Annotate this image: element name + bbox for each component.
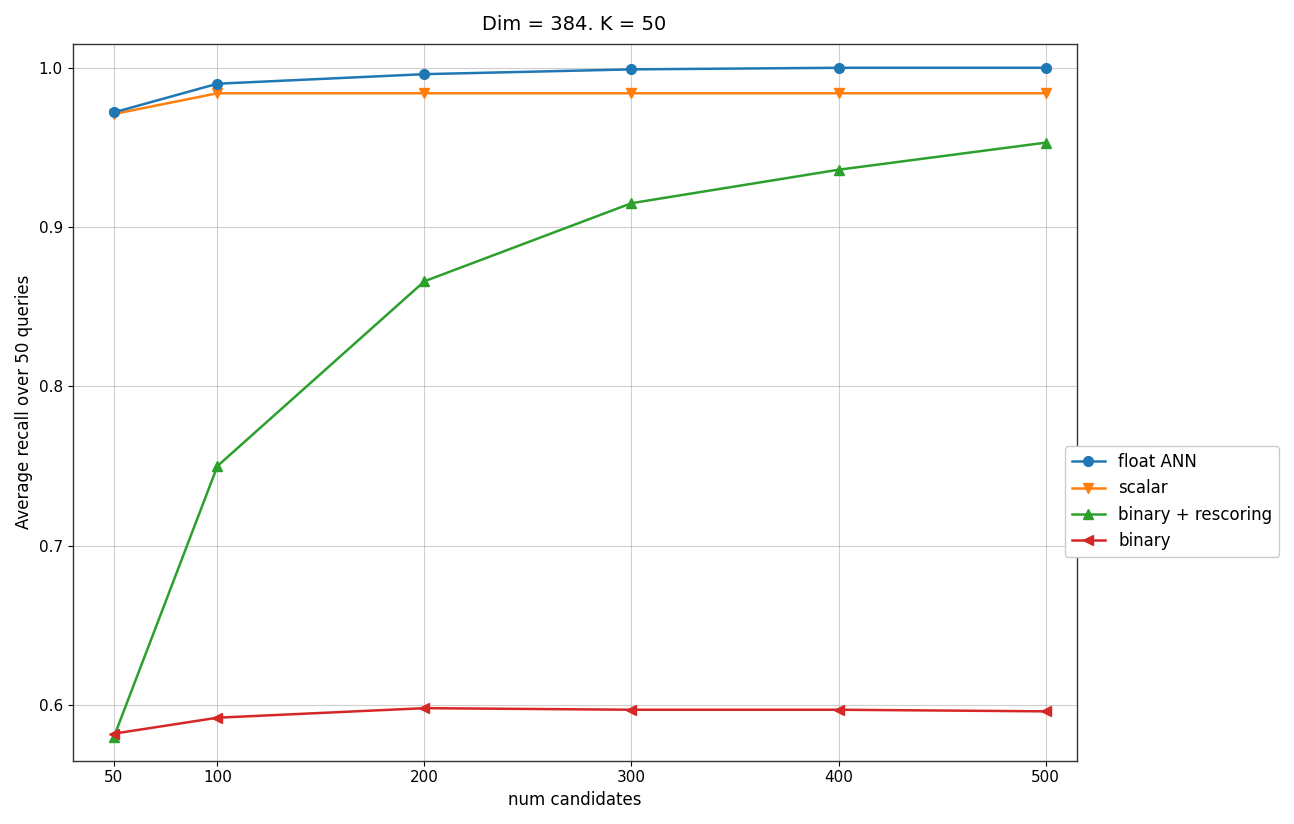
binary + rescoring	[831, 165, 846, 175]
binary + rescoring	[417, 276, 432, 286]
binary	[624, 705, 639, 714]
scalar	[210, 88, 225, 98]
float ANN	[831, 63, 846, 73]
scalar	[831, 88, 846, 98]
Legend: float ANN, scalar, binary + rescoring, binary: float ANN, scalar, binary + rescoring, b…	[1065, 447, 1278, 557]
X-axis label: num candidates: num candidates	[507, 791, 642, 809]
binary	[831, 705, 846, 714]
scalar	[106, 109, 122, 119]
binary + rescoring	[1038, 138, 1053, 147]
binary + rescoring	[624, 199, 639, 208]
binary	[106, 728, 122, 738]
Y-axis label: Average recall over 50 queries: Average recall over 50 queries	[16, 275, 34, 530]
binary	[210, 713, 225, 723]
binary	[417, 703, 432, 713]
scalar	[624, 88, 639, 98]
float ANN	[210, 79, 225, 89]
float ANN	[1038, 63, 1053, 73]
float ANN	[417, 69, 432, 79]
scalar	[417, 88, 432, 98]
Line: float ANN: float ANN	[109, 63, 1051, 117]
Line: scalar: scalar	[109, 88, 1051, 119]
Line: binary: binary	[109, 704, 1051, 738]
Line: binary + rescoring: binary + rescoring	[109, 138, 1051, 742]
scalar	[1038, 88, 1053, 98]
Title: Dim = 384. K = 50: Dim = 384. K = 50	[483, 15, 666, 34]
binary	[1038, 706, 1053, 716]
float ANN	[624, 64, 639, 74]
float ANN	[106, 107, 122, 117]
binary + rescoring	[106, 732, 122, 742]
binary + rescoring	[210, 461, 225, 471]
